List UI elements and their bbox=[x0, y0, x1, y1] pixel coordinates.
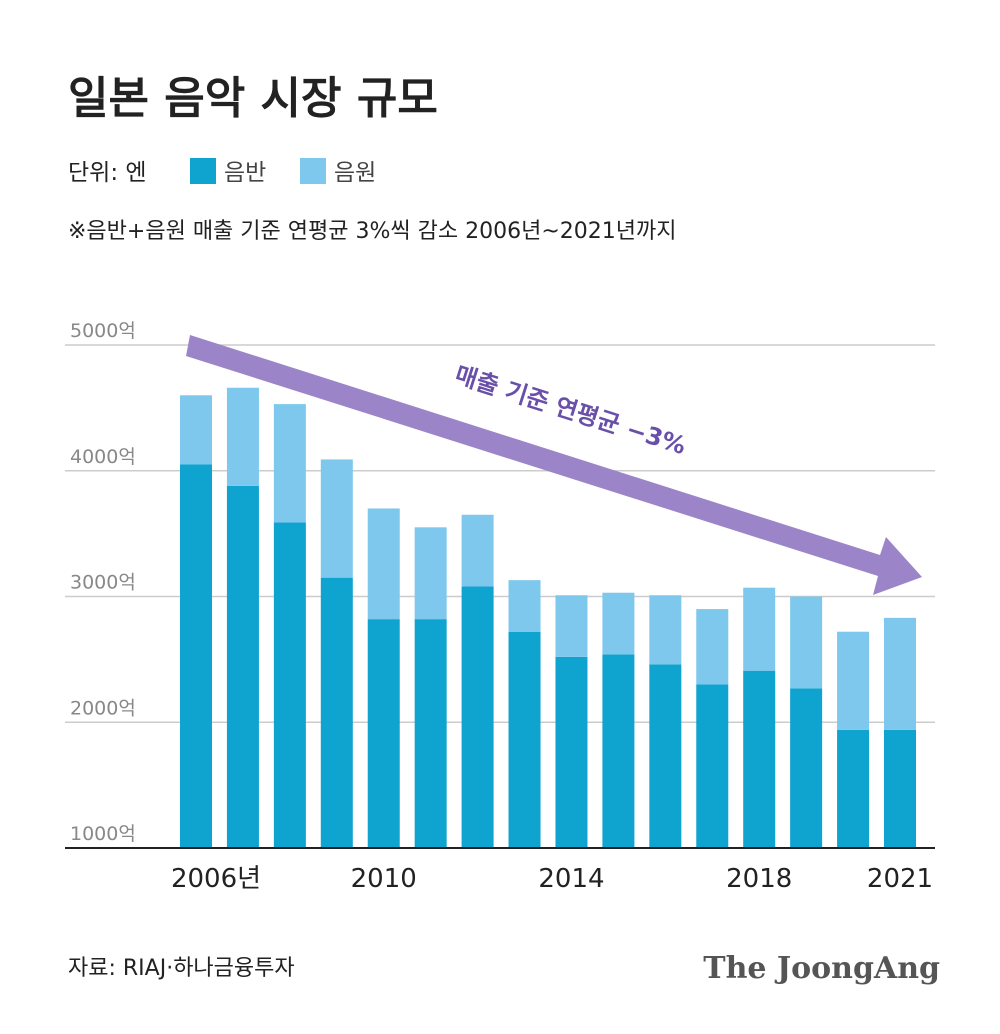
x-tick-label: 2021 bbox=[867, 864, 933, 894]
bar-segment bbox=[226, 387, 259, 486]
bar-segment bbox=[508, 631, 541, 848]
x-tick-label: 2010 bbox=[351, 864, 417, 894]
bar-segment bbox=[367, 619, 400, 848]
bar-segment bbox=[696, 609, 729, 685]
bar-segment bbox=[555, 595, 588, 657]
bar-segment bbox=[273, 522, 306, 848]
y-tick-label: 2000억 bbox=[70, 697, 136, 719]
bar-segment bbox=[602, 654, 635, 848]
x-tick-label: 2014 bbox=[538, 864, 604, 894]
bar-segment bbox=[180, 464, 212, 848]
legend-swatch bbox=[190, 158, 216, 184]
chart-title: 일본 음악 시장 규모 bbox=[68, 73, 438, 124]
bar-segment bbox=[461, 514, 494, 587]
x-tick-label: 2018 bbox=[726, 864, 792, 894]
bar-segment bbox=[790, 688, 823, 848]
bar-segment bbox=[320, 577, 353, 848]
legend-label: 음원 bbox=[334, 160, 376, 186]
bar-segment bbox=[884, 617, 916, 730]
bar-segment bbox=[367, 508, 400, 620]
bar-segment bbox=[696, 684, 729, 848]
bar-segment bbox=[414, 619, 447, 848]
legend-swatch bbox=[300, 158, 326, 184]
credit: The JoongAng bbox=[703, 951, 940, 986]
bar-segment bbox=[743, 670, 776, 848]
bar-segment bbox=[180, 395, 212, 465]
unit-label: 단위: 엔 bbox=[68, 160, 147, 186]
bar-segment bbox=[320, 459, 353, 578]
bar-segment bbox=[837, 631, 870, 730]
x-tick-label: 2006년 bbox=[171, 864, 261, 894]
bar-segment bbox=[273, 404, 306, 523]
bar-segment bbox=[555, 656, 588, 848]
y-tick-label: 4000억 bbox=[70, 446, 136, 468]
bar-segment bbox=[743, 587, 776, 671]
bar-segment bbox=[649, 595, 682, 665]
legend-label: 음반 bbox=[224, 160, 266, 186]
bar-segment bbox=[414, 527, 447, 620]
bar-segment bbox=[884, 729, 916, 848]
bar-segment bbox=[649, 664, 682, 848]
bar-segment bbox=[461, 586, 494, 848]
y-tick-label: 5000억 bbox=[70, 320, 136, 342]
bar-segment bbox=[602, 592, 635, 655]
bar-segment bbox=[837, 729, 870, 848]
bar-segment bbox=[790, 596, 823, 689]
bar-segment bbox=[226, 485, 259, 848]
plot-area: 1000억 2000억 3000억 4000억 5000억 2006년 2010 2014 20… bbox=[65, 158, 935, 894]
bar-segment bbox=[508, 580, 541, 632]
y-tick-label: 1000억 bbox=[70, 823, 136, 845]
trend-arrow bbox=[186, 335, 922, 595]
source: 자료: RIAJ·하나금융투자 bbox=[68, 956, 295, 981]
subtitle: ※음반+음원 매출 기준 연평균 3%씩 감소 2006년~2021년까지 bbox=[68, 219, 676, 244]
y-tick-label: 3000억 bbox=[70, 572, 136, 594]
